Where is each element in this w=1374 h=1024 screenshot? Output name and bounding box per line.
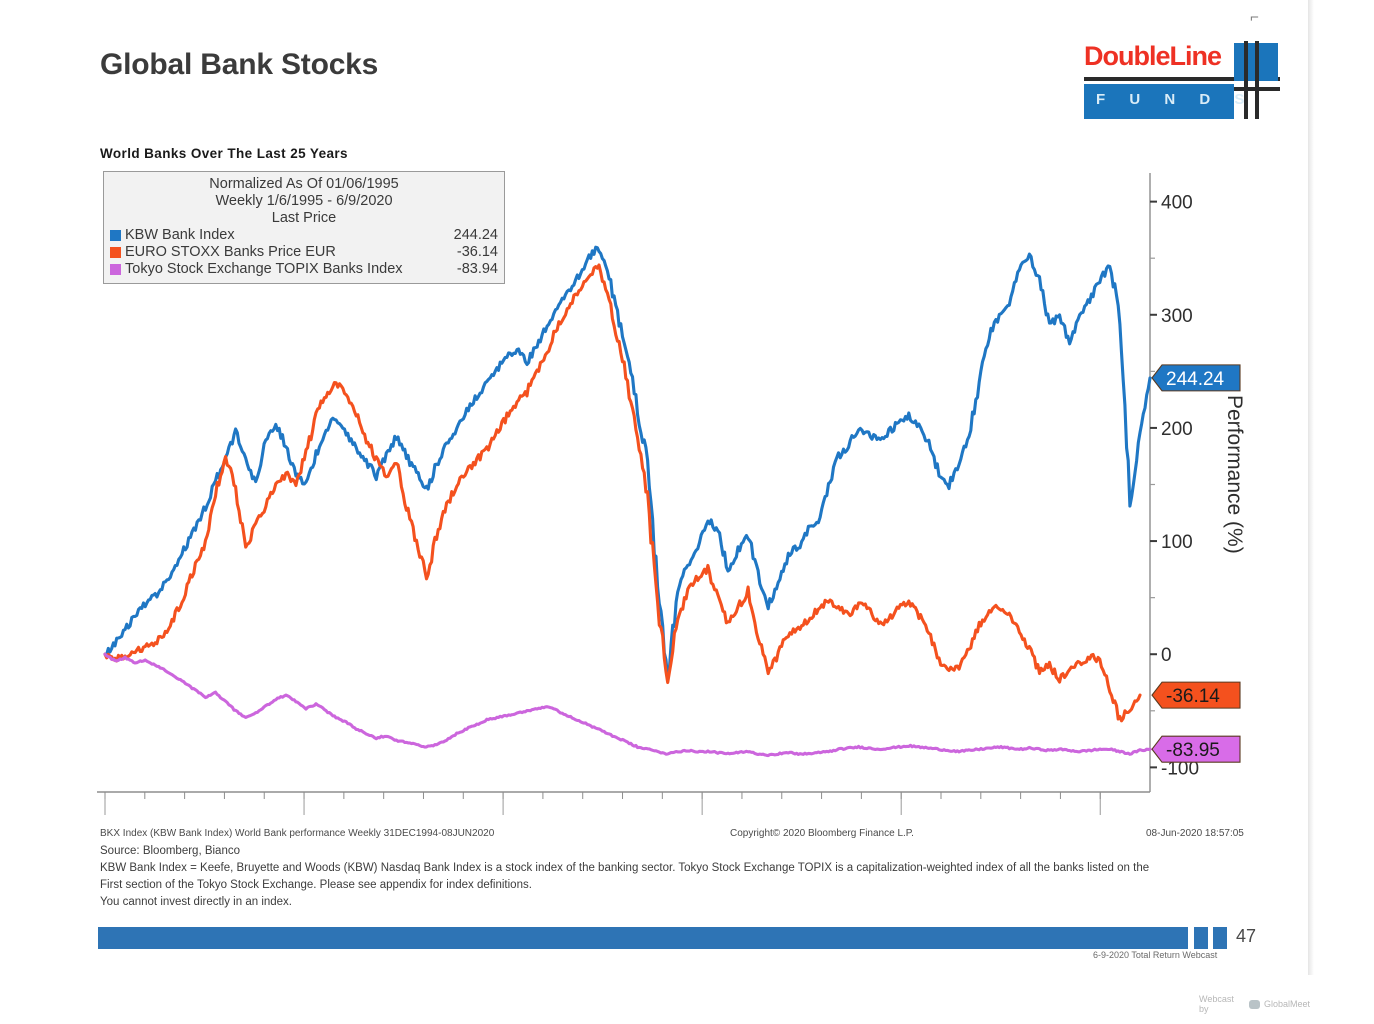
watermark-prefix: Webcast by [1199, 994, 1234, 1014]
slide-edge-shadow [1308, 0, 1314, 975]
series-line [103, 263, 1142, 723]
page-number: 47 [1236, 926, 1257, 946]
y-axis-tick-label: -100 [1161, 758, 1199, 779]
source-disclaimer-block: Source: Bloomberg, Bianco KBW Bank Index… [100, 843, 1180, 911]
disclaimer-line-3: You cannot invest directly in an index. [100, 896, 293, 908]
value-callout-label: -83.95 [1166, 740, 1220, 761]
footer-bar [98, 927, 1188, 949]
legend-period-line: Weekly 1/6/1995 - 6/9/2020 [215, 193, 393, 209]
globalmeet-watermark: Webcast by GlobalMeet [1199, 994, 1310, 1014]
footnote-timestamp: 08-Jun-2020 18:57:05 [1146, 828, 1244, 839]
legend-series-value: -83.94 [456, 261, 498, 277]
legend-swatch-icon [110, 264, 121, 275]
y-axis-tick-label: 100 [1161, 532, 1193, 553]
footer-accent-block-1 [1194, 927, 1208, 949]
legend-lastprice-line: Last Price [271, 210, 337, 226]
source-line: Source: Bloomberg, Bianco [100, 845, 240, 857]
logo-blue-band [1084, 84, 1234, 119]
footer-accent-block-2 [1213, 927, 1227, 949]
value-callout-badge: -36.14 [1151, 681, 1241, 709]
legend-swatch-icon [110, 230, 121, 241]
legend-series-name: KBW Bank Index [125, 227, 235, 243]
legend-item: KBW Bank Index 244.24 [110, 227, 498, 244]
logo-vrule-right [1255, 41, 1259, 119]
y-axis-tick-label: 200 [1161, 419, 1193, 440]
legend-swatch-icon [110, 247, 121, 258]
footnote-index-description: BKX Index (KBW Bank Index) World Bank pe… [100, 828, 495, 839]
logo-wordmark: DoubleLine [1084, 41, 1222, 71]
footer-webcast-label: 6-9-2020 Total Return Webcast [1093, 950, 1218, 960]
y-axis-title: Performance (%) [1223, 395, 1246, 554]
doubleline-funds-logo: DoubleLine F U N D S [1082, 41, 1280, 119]
logo-subtitle: F U N D S [1096, 91, 1255, 108]
y-axis-tick-label: 400 [1161, 193, 1193, 214]
value-callout-label: -36.14 [1166, 686, 1220, 707]
chart-title: World Banks Over The Last 25 Years [100, 146, 348, 161]
legend-item: Tokyo Stock Exchange TOPIX Banks Index -… [110, 261, 498, 278]
logo-vrule-left [1244, 41, 1248, 119]
globalmeet-logo-icon [1249, 999, 1260, 1009]
chart-legend: Normalized As Of 01/06/1995 Weekly 1/6/1… [103, 171, 505, 284]
logo-rule-top [1084, 77, 1280, 81]
legend-item: EURO STOXX Banks Price EUR -36.14 [110, 244, 498, 261]
legend-series-name: EURO STOXX Banks Price EUR [125, 244, 336, 260]
legend-normalized-line: Normalized As Of 01/06/1995 [209, 176, 399, 192]
legend-series-name: Tokyo Stock Exchange TOPIX Banks Index [125, 261, 403, 277]
value-callout-badge: -83.95 [1151, 735, 1241, 763]
series-line [103, 245, 1152, 682]
legend-series-value: 244.24 [453, 227, 498, 243]
watermark-brand: GlobalMeet [1263, 999, 1310, 1009]
y-axis-tick-label: 300 [1161, 306, 1193, 327]
footnote-copyright: Copyright© 2020 Bloomberg Finance L.P. [730, 828, 914, 839]
chart-area: -10001002003004001995-19992000-20042005-… [95, 165, 1275, 843]
disclaimer-line-2: First section of the Tokyo Stock Exchang… [100, 879, 532, 891]
series-line [103, 652, 1152, 758]
legend-series-value: -36.14 [456, 244, 498, 260]
value-callout-badge: 244.24 [1151, 364, 1241, 392]
disclaimer-line-1: KBW Bank Index = Keefe, Bruyette and Woo… [100, 862, 1150, 874]
value-callout-label: 244.24 [1166, 369, 1225, 390]
slide: ⌐ Global Bank Stocks DoubleLine F U N D … [95, 0, 1314, 1014]
corner-mark-icon: ⌐ [1250, 9, 1259, 26]
y-axis-tick-label: 0 [1161, 645, 1172, 666]
page-title: Global Bank Stocks [100, 48, 379, 81]
